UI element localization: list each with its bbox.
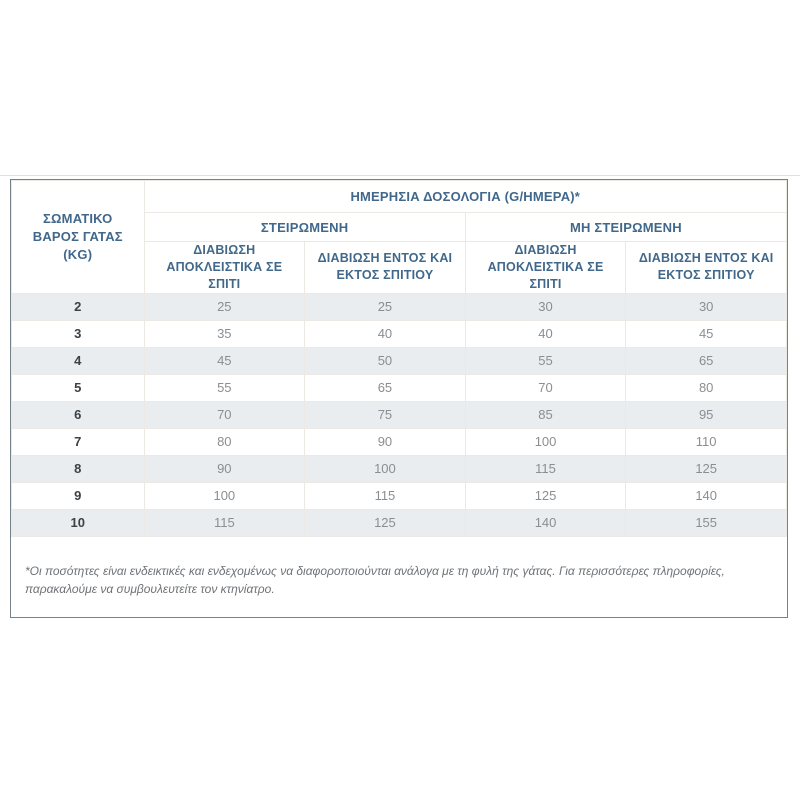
weight-cell: 3: [11, 319, 145, 348]
subheader-sterilized-indoor-outdoor: ΔΙΑΒΙΩΣΗ ΕΝΤΟΣ ΚΑΙ ΕΚΤΟΣ ΣΠΙΤΙΟΥ: [304, 241, 466, 294]
dose-cell: 80: [625, 373, 787, 402]
dose-cell: 30: [625, 292, 787, 321]
subheader-sterilized-indoor: ΔΙΑΒΙΩΣΗ ΑΠΟΚΛΕΙΣΤΙΚΑ ΣΕ ΣΠΙΤΙ: [143, 241, 306, 294]
weight-cell: 9: [11, 481, 145, 510]
weight-cell: 7: [11, 427, 145, 456]
dose-cell: 40: [304, 319, 466, 348]
dosage-table-container: ΣΩΜΑΤΙΚΟ ΒΑΡΟΣ ΓΑΤΑΣ (KG) ΗΜΕΡΗΣΙΑ ΔΟΣΟΛ…: [10, 179, 788, 618]
weight-cell: 10: [11, 508, 145, 537]
dose-cell: 80: [143, 427, 306, 456]
subheader-nonsterilized-indoor-outdoor: ΔΙΑΒΙΩΣΗ ΕΝΤΟΣ ΚΑΙ ΕΚΤΟΣ ΣΠΙΤΙΟΥ: [625, 241, 787, 294]
table-row: 4 45 50 55 65: [11, 346, 787, 375]
dose-cell: 25: [304, 292, 466, 321]
subheader-nonsterilized-indoor: ΔΙΑΒΙΩΣΗ ΑΠΟΚΛΕΙΣΤΙΚΑ ΣΕ ΣΠΙΤΙ: [464, 241, 627, 294]
dose-cell: 125: [464, 481, 627, 510]
dose-cell: 95: [625, 400, 787, 429]
dose-cell: 115: [464, 454, 627, 483]
group-header-non-sterilized: ΜΗ ΣΤΕΙΡΩΜΕΝΗ: [464, 212, 788, 242]
dose-cell: 70: [464, 373, 627, 402]
dose-cell: 90: [143, 454, 306, 483]
footnote: *Οι ποσότητες είναι ενδεικτικές και ενδε…: [25, 563, 725, 597]
table-row: 5 55 65 70 80: [11, 373, 787, 402]
dose-cell: 140: [464, 508, 627, 537]
dose-cell: 125: [304, 508, 466, 537]
dose-cell: 55: [464, 346, 627, 375]
dose-cell: 65: [625, 346, 787, 375]
dose-cell: 25: [143, 292, 306, 321]
dose-cell: 45: [625, 319, 787, 348]
weight-cell: 5: [11, 373, 145, 402]
dose-cell: 100: [304, 454, 466, 483]
dose-cell: 35: [143, 319, 306, 348]
table-row: 2 25 25 30 30: [11, 292, 787, 321]
dose-cell: 55: [143, 373, 306, 402]
dose-cell: 100: [464, 427, 627, 456]
dose-cell: 125: [625, 454, 787, 483]
dose-cell: 85: [464, 400, 627, 429]
table-row: 10 115 125 140 155: [11, 508, 787, 537]
dosage-table: ΣΩΜΑΤΙΚΟ ΒΑΡΟΣ ΓΑΤΑΣ (KG) ΗΜΕΡΗΣΙΑ ΔΟΣΟΛ…: [11, 180, 788, 537]
dose-cell: 90: [304, 427, 466, 456]
weight-cell: 2: [11, 292, 145, 321]
dose-cell: 40: [464, 319, 627, 348]
weight-cell: 6: [11, 400, 145, 429]
dose-cell: 140: [625, 481, 787, 510]
dose-cell: 70: [143, 400, 306, 429]
dose-cell: 115: [143, 508, 306, 537]
weight-column-header: ΣΩΜΑΤΙΚΟ ΒΑΡΟΣ ΓΑΤΑΣ (KG): [11, 180, 145, 294]
dose-cell: 75: [304, 400, 466, 429]
page-divider: [0, 175, 800, 176]
dose-cell: 100: [143, 481, 306, 510]
weight-cell: 4: [11, 346, 145, 375]
dose-cell: 50: [304, 346, 466, 375]
table-row: 3 35 40 40 45: [11, 319, 787, 348]
dose-cell: 155: [625, 508, 787, 537]
table-row: 6 70 75 85 95: [11, 400, 787, 429]
table-row: 9 100 115 125 140: [11, 481, 787, 510]
dose-cell: 30: [464, 292, 627, 321]
table-row: 8 90 100 115 125: [11, 454, 787, 483]
weight-cell: 8: [11, 454, 145, 483]
dose-cell: 65: [304, 373, 466, 402]
dose-cell: 45: [143, 346, 306, 375]
group-header-sterilized: ΣΤΕΙΡΩΜΕΝΗ: [143, 212, 466, 242]
dose-cell: 115: [304, 481, 466, 510]
table-row: 7 80 90 100 110: [11, 427, 787, 456]
table-title: ΗΜΕΡΗΣΙΑ ΔΟΣΟΛΟΓΙΑ (G/ΗΜΕΡΑ)*: [143, 180, 788, 213]
dose-cell: 110: [625, 427, 787, 456]
